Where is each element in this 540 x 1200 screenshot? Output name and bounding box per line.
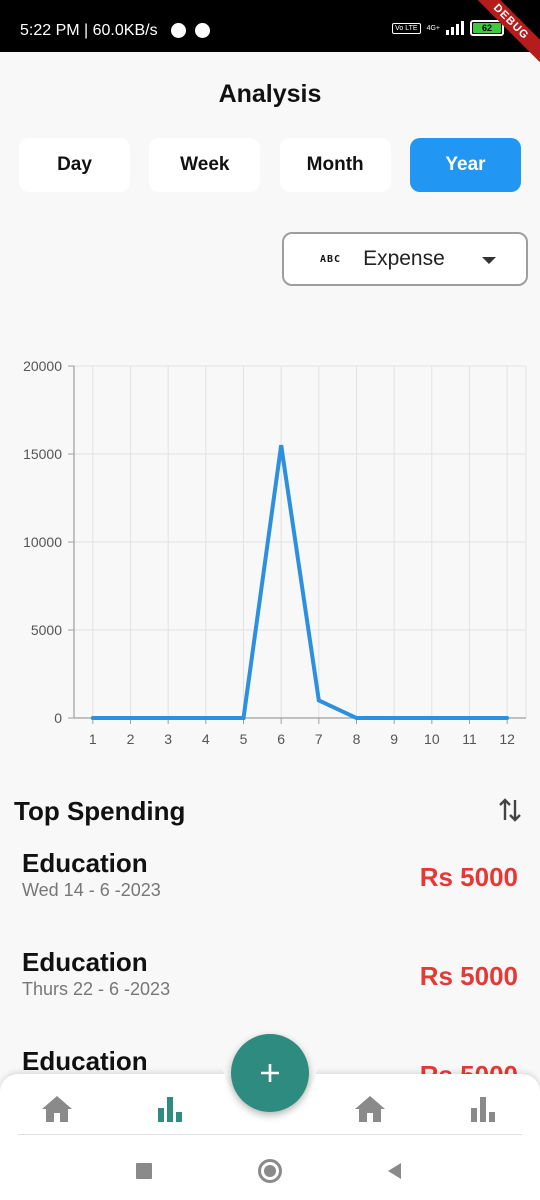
x-tick-label: 4: [202, 731, 210, 747]
nav-analysis-button-2[interactable]: [465, 1092, 501, 1126]
period-tabs: Day Week Month Year: [19, 138, 521, 192]
nav-home-button[interactable]: [39, 1092, 75, 1126]
y-tick-label: 0: [54, 710, 62, 726]
top-spending-list: Education Wed 14 - 6 -2023 Rs 5000 Educa…: [0, 846, 540, 1074]
home-system-button[interactable]: [256, 1157, 284, 1185]
sync-icon: [195, 23, 210, 38]
tab-day[interactable]: Day: [19, 138, 130, 192]
x-tick-label: 3: [164, 731, 172, 747]
recent-apps-button[interactable]: [130, 1157, 158, 1185]
series-line: [90, 444, 510, 720]
spend-amount: Rs 5000: [420, 1060, 518, 1074]
network-label: 4G+: [426, 24, 440, 32]
status-indicators: Vo LTE 4G+ 62: [392, 20, 504, 36]
spend-date: Wed 14 - 6 -2023: [22, 880, 161, 900]
sort-icon[interactable]: [498, 796, 522, 824]
nav-home-button-2[interactable]: [352, 1092, 388, 1126]
x-tick-label: 12: [499, 731, 515, 747]
status-bar: 5:22 PM | 60.0KB/s Vo LTE 4G+ 62 DEBUG: [0, 0, 540, 67]
bar-chart-icon: [471, 1097, 495, 1122]
signal-icon: [446, 21, 464, 35]
y-tick-label: 5000: [31, 622, 62, 638]
battery-level: 62: [473, 23, 501, 33]
nav-divider: [18, 1134, 522, 1135]
dropdown-value: Expense: [363, 247, 445, 270]
back-system-button[interactable]: [380, 1157, 408, 1185]
circle-icon: [258, 1159, 282, 1183]
system-nav-bar: [0, 1144, 540, 1200]
chevron-down-icon: [482, 257, 496, 264]
y-tick-label: 20000: [23, 358, 62, 374]
back-triangle-icon: [388, 1163, 401, 1179]
x-tick-label: 2: [127, 731, 135, 747]
x-tick-label: 9: [390, 731, 398, 747]
abc-icon: ABC: [320, 253, 342, 265]
spend-category: Education: [22, 848, 148, 878]
home-icon: [42, 1096, 72, 1122]
x-tick-label: 5: [240, 731, 248, 747]
tab-week[interactable]: Week: [149, 138, 261, 192]
nav-analysis-button[interactable]: [152, 1092, 188, 1126]
x-tick-label: 8: [353, 731, 361, 747]
x-tick-label: 6: [277, 731, 285, 747]
type-dropdown[interactable]: ABC Expense: [282, 232, 528, 286]
x-tick-label: 11: [462, 731, 477, 747]
add-transaction-button[interactable]: [231, 1034, 309, 1112]
list-item[interactable]: Education Rs 5000: [0, 1044, 540, 1074]
status-time: 5:22 PM | 60.0KB/s: [20, 22, 158, 39]
sync-icon: [171, 23, 186, 38]
list-item[interactable]: Education Thurs 22 - 6 -2023 Rs 5000: [0, 945, 540, 1044]
list-item[interactable]: Education Wed 14 - 6 -2023 Rs 5000: [0, 846, 540, 945]
tab-month[interactable]: Month: [279, 138, 391, 192]
tab-year[interactable]: Year: [409, 138, 521, 192]
spend-date: Thurs 22 - 6 -2023: [22, 979, 171, 999]
home-icon: [355, 1096, 385, 1122]
top-spending-title: Top Spending: [14, 796, 186, 826]
x-tick-label: 7: [315, 731, 323, 747]
square-icon: [136, 1163, 152, 1179]
spend-category: Education: [22, 947, 148, 977]
spend-amount: Rs 5000: [419, 862, 518, 892]
spend-amount: Rs 5000: [419, 961, 518, 991]
battery-icon: 62: [470, 20, 504, 36]
y-tick-label: 10000: [23, 534, 62, 550]
x-tick-label: 10: [424, 731, 440, 747]
volte-icon: Vo LTE: [392, 22, 421, 34]
x-tick-label: 1: [89, 731, 97, 747]
bar-chart-icon: [158, 1097, 182, 1122]
page-title: Analysis: [218, 80, 322, 108]
spend-category: Education: [22, 1046, 148, 1074]
y-tick-label: 15000: [23, 446, 62, 462]
plus-icon: [261, 1064, 279, 1082]
